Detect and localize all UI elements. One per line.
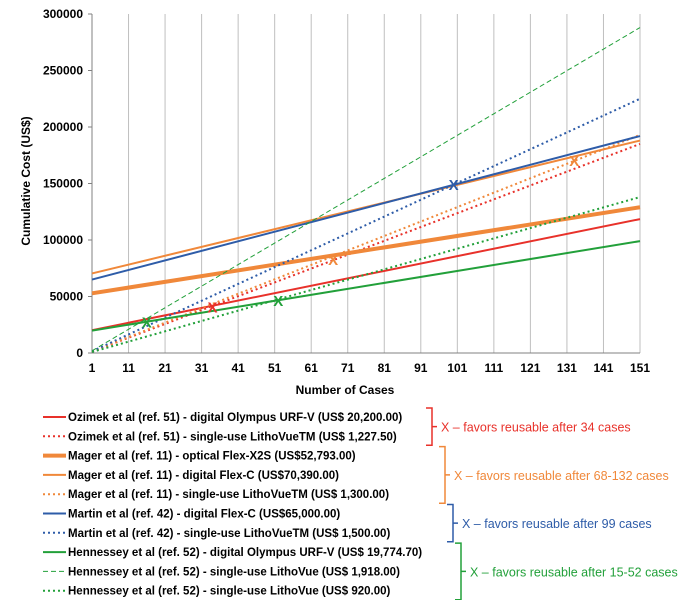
y-tick-label: 0 xyxy=(76,346,83,360)
x-tick-label: 71 xyxy=(341,361,355,375)
legend-entry: Mager et al (ref. 11) - optical Flex-X2S… xyxy=(68,451,356,463)
x-tick-label: 41 xyxy=(231,361,245,375)
y-tick-label: 150000 xyxy=(43,177,83,191)
x-axis-label: Number of Cases xyxy=(296,383,395,397)
legend-entry: Mager et al (ref. 11) - digital Flex-C (… xyxy=(68,470,339,482)
group-annotation: X – favors reusable after 68-132 cases xyxy=(454,469,669,483)
x-tick-label: 131 xyxy=(557,361,577,375)
x-tick-label: 21 xyxy=(158,361,172,375)
grid-lines xyxy=(128,14,641,353)
x-tick-label: 81 xyxy=(378,361,392,375)
series-line-5 xyxy=(91,135,641,281)
series-line-0 xyxy=(91,218,641,332)
series-line-1 xyxy=(91,143,641,353)
x-tick-label: 101 xyxy=(447,361,467,375)
series-line-6 xyxy=(91,97,641,353)
x-tick-label: 31 xyxy=(195,361,209,375)
crossover-marker: X xyxy=(142,314,152,331)
y-tick-label: 300000 xyxy=(43,7,83,21)
crossover-marker: X xyxy=(208,300,218,317)
crossover-marker: X xyxy=(449,177,459,194)
crossover-marker: X xyxy=(569,153,579,170)
y-tick-label: 200000 xyxy=(43,120,83,134)
group-annotation: X – favors reusable after 34 cases xyxy=(441,421,631,435)
y-tick-label: 100000 xyxy=(43,233,83,247)
legend-bracket xyxy=(447,503,458,543)
x-tick-label: 51 xyxy=(268,361,282,375)
legend-bracket xyxy=(455,542,466,600)
x-tick-label: 111 xyxy=(485,361,504,375)
x-axis: 1 11 21 31 41 51 61 71 81 91 101 111 121 131 141 151 xyxy=(89,352,650,375)
legend-entry: Martin et al (ref. 42) - digital Flex-C … xyxy=(68,509,340,521)
group-annotation: X – favors reusable after 99 cases xyxy=(462,517,652,531)
y-axis-label: Cumulative Cost (US$) xyxy=(19,116,33,245)
series-line-8 xyxy=(91,27,641,352)
series-lines xyxy=(91,27,641,353)
x-tick-label: 151 xyxy=(630,361,650,375)
crossover-marker: X xyxy=(328,252,338,269)
legend: Ozimek et al (ref. 51) - digital Olympus… xyxy=(43,412,422,598)
x-tick-label: 141 xyxy=(593,361,613,375)
x-tick-label: 1 xyxy=(89,361,96,375)
legend-entry: Hennessey et al (ref. 52) - single-use L… xyxy=(68,566,400,578)
crossover-marker: X xyxy=(273,293,283,310)
group-annotation: X – favors reusable after 15-52 cases xyxy=(470,565,678,579)
legend-entry: Ozimek et al (ref. 51) - single-use Lith… xyxy=(68,431,397,443)
legend-entry: Hennessey et al (ref. 52) - single-use L… xyxy=(68,586,390,598)
legend-entry: Mager et al (ref. 11) - single-use Litho… xyxy=(68,489,389,501)
x-tick-label: 91 xyxy=(414,361,428,375)
legend-entry: Martin et al (ref. 42) - single-use Lith… xyxy=(68,528,390,540)
x-tick-label: 11 xyxy=(122,361,135,375)
y-tick-label: 50000 xyxy=(50,290,84,304)
y-tick-label: 250000 xyxy=(43,64,83,78)
crossover-markers: X X X X X X xyxy=(142,153,579,332)
legend-bracket xyxy=(426,407,437,447)
legend-entry: Hennessey et al (ref. 52) - digital Olym… xyxy=(68,547,422,559)
legend-bracket xyxy=(439,445,450,504)
legend-annotations: X – favors reusable after 34 cases X – fa… xyxy=(426,407,678,600)
y-axis: 0 50000 100000 150000 200000 250000 300000 xyxy=(43,7,93,360)
series-line-7 xyxy=(91,240,641,332)
series-line-2 xyxy=(91,205,641,296)
x-tick-label: 121 xyxy=(520,361,540,375)
series-line-4 xyxy=(91,133,641,353)
legend-entry: Ozimek et al (ref. 51) - digital Olympus… xyxy=(68,412,402,424)
x-tick-label: 61 xyxy=(305,361,319,375)
